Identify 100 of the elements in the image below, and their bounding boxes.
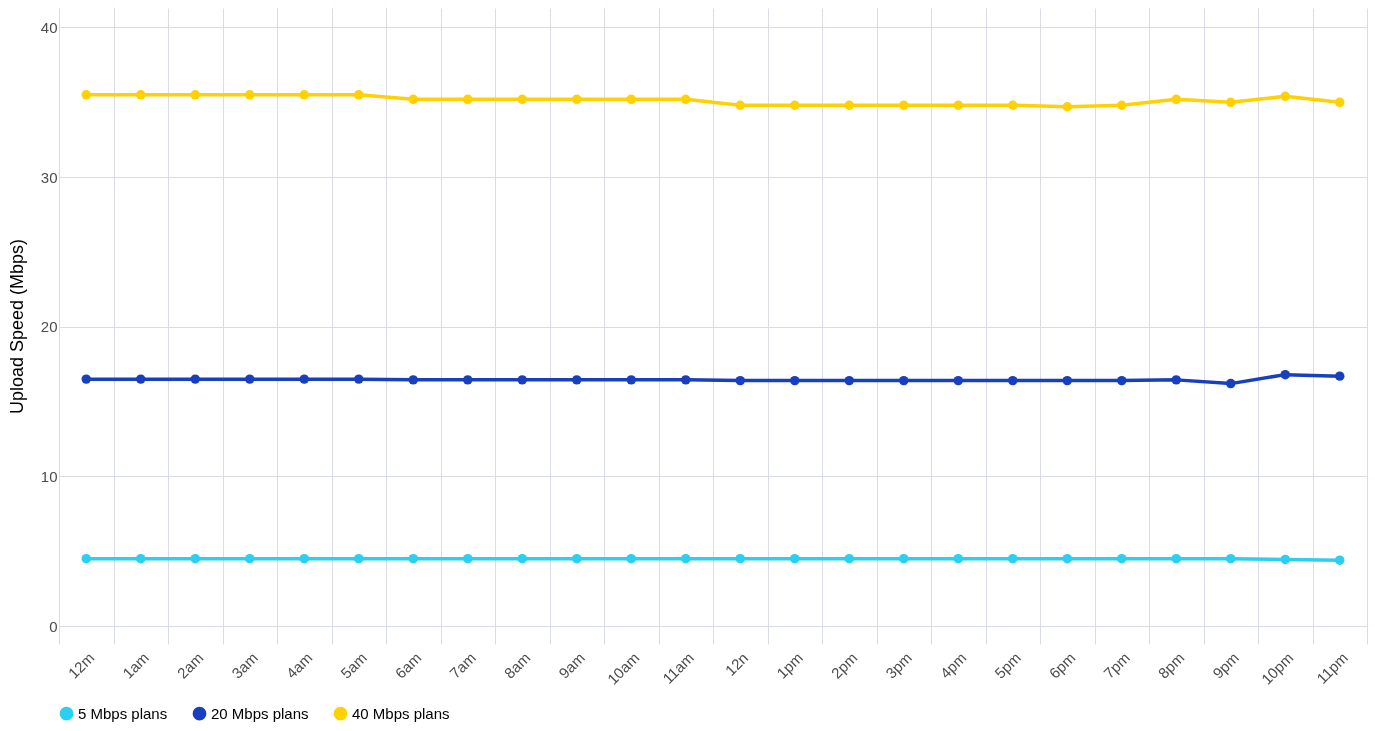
point [1280, 369, 1290, 380]
point [735, 375, 745, 386]
point [1062, 102, 1072, 112]
point [136, 374, 146, 384]
point [190, 553, 200, 564]
point [1062, 375, 1072, 386]
x-tick-label: 8am [500, 649, 534, 682]
point [626, 375, 636, 385]
x-tick-label: 5pm [991, 649, 1024, 682]
point [681, 375, 691, 385]
point [953, 100, 963, 110]
y-tick-label: 40 [40, 18, 58, 36]
point [1280, 91, 1290, 102]
x-tick-label: 2am [173, 649, 207, 682]
x-tick-label: 2pm [827, 649, 861, 682]
point [190, 374, 200, 384]
point [1226, 553, 1236, 564]
point [245, 90, 255, 100]
point [1117, 100, 1127, 110]
point [844, 553, 854, 564]
point [1280, 554, 1290, 565]
y-tick-label: 20 [40, 318, 58, 336]
x-tick-label: 4am [282, 649, 316, 682]
point [408, 553, 418, 564]
point [572, 375, 582, 385]
x-tick-label: 12m [64, 649, 98, 682]
x-tick-label: 3am [228, 649, 261, 682]
point [953, 375, 963, 386]
point [1171, 375, 1181, 385]
point [1171, 553, 1181, 564]
point [844, 375, 854, 386]
point [463, 375, 473, 385]
point [1008, 553, 1018, 564]
point [81, 374, 91, 384]
x-tick-label: 1am [119, 649, 152, 682]
point [299, 553, 309, 564]
point [1008, 100, 1018, 110]
point [517, 375, 527, 385]
point [1117, 553, 1127, 564]
point [626, 553, 636, 564]
x-tick-label: 1pm [773, 649, 806, 682]
point [408, 94, 418, 105]
x-tick-label: 6am [391, 649, 425, 682]
point [354, 374, 364, 384]
point [899, 375, 909, 386]
point [190, 90, 200, 100]
point [1171, 94, 1181, 105]
point [354, 90, 364, 100]
y-axis-title: Upload Speed (Mbps) [6, 238, 27, 415]
x-tick-label: 3pm [882, 649, 915, 682]
x-tick-label: 9pm [1209, 649, 1242, 682]
point [1117, 375, 1127, 386]
x-tick-label: 8pm [1154, 649, 1188, 682]
point [81, 553, 91, 564]
point [245, 374, 255, 384]
point [463, 94, 473, 105]
point [572, 553, 582, 564]
point [1226, 97, 1236, 108]
point [136, 553, 146, 564]
y-tick-label: 0 [49, 617, 58, 635]
point [790, 375, 800, 386]
point [1008, 375, 1018, 386]
point [517, 94, 527, 105]
point [408, 375, 418, 385]
point [1335, 371, 1345, 381]
legend-label: 5 Mbps plans [78, 704, 168, 722]
point [517, 553, 527, 564]
point [572, 94, 582, 105]
point [735, 553, 745, 564]
point [844, 100, 854, 110]
point [1335, 97, 1345, 108]
x-tick-label: 7am [446, 649, 479, 682]
point [1062, 553, 1072, 564]
x-tick-label: 9am [555, 649, 588, 682]
point [1226, 378, 1236, 389]
y-tick-label: 30 [40, 168, 58, 186]
x-tick-label: 6pm [1045, 649, 1079, 682]
point [735, 100, 745, 110]
point [681, 553, 691, 564]
point [899, 553, 909, 564]
point [790, 100, 800, 110]
point [354, 553, 364, 564]
point [136, 90, 146, 100]
point [1335, 555, 1345, 565]
point [463, 553, 473, 564]
point [790, 553, 800, 564]
x-tick-label: 4pm [936, 649, 970, 682]
x-tick-label: 12n [721, 649, 752, 679]
point [899, 100, 909, 110]
legend-label: 20 Mbps plans [211, 704, 309, 722]
legend-label: 40 Mbps plans [352, 704, 450, 722]
point [953, 553, 963, 564]
point [299, 90, 309, 100]
x-tick-label: 5am [337, 649, 370, 682]
y-tick-label: 10 [40, 467, 58, 485]
point [245, 553, 255, 564]
point [626, 94, 636, 105]
x-tick-label: 7pm [1100, 649, 1133, 682]
point [299, 374, 309, 384]
point [81, 90, 91, 100]
